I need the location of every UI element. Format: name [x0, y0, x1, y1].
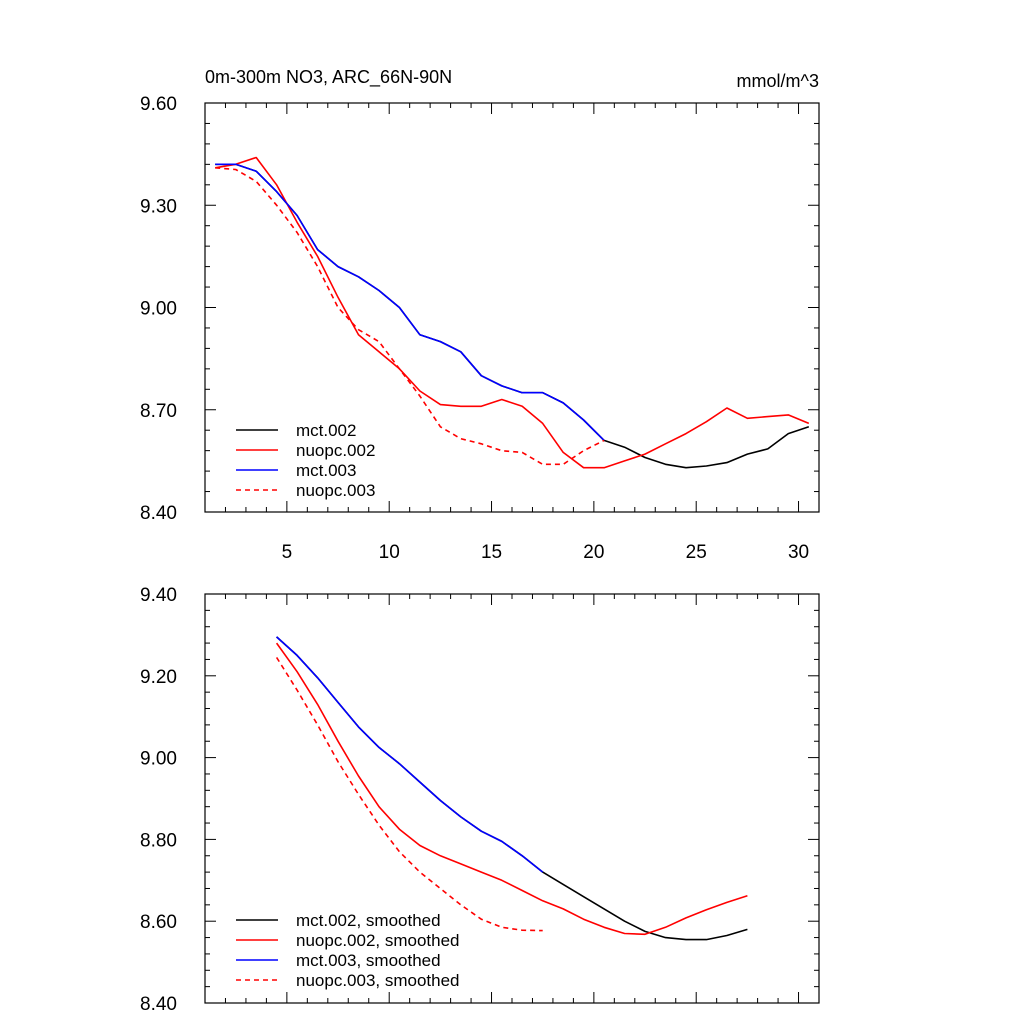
chart-bottom: 8.40 8.60 8.80 9.00 9.20 9.40 mct.002, smoothe…: [140, 585, 820, 1015]
chart-units: mmol/m^3: [737, 71, 819, 91]
series-line-nuopc-003: [215, 167, 605, 466]
legend-label: nuopc.003: [296, 481, 375, 500]
legend-label: nuopc.002, smoothed: [296, 931, 460, 950]
y-tick-label: 8.80: [140, 830, 177, 851]
legend-label: nuopc.002: [296, 441, 375, 460]
x-tick-label: 20: [583, 542, 604, 563]
y-tick-label: 8.60: [140, 912, 177, 933]
x-tick-label: 5: [282, 542, 293, 563]
x-tick-label: 10: [379, 542, 400, 563]
y-tick-label: 9.30: [140, 196, 177, 217]
x-tick-label: 25: [686, 542, 707, 563]
chart-title: 0m-300m NO3, ARC_66N-90N: [205, 67, 452, 88]
y-tick-label: 8.70: [140, 401, 177, 422]
series-line-mct-003: [215, 163, 605, 441]
legend-label: mct.003: [296, 461, 356, 480]
y-tick-label: 8.40: [140, 503, 177, 524]
legend-label: mct.002: [296, 421, 356, 440]
y-tick-label: 8.40: [140, 994, 177, 1015]
chart-top: 0m-300m NO3, ARC_66N-90N mmol/m^3 5 10 15 2…: [140, 67, 820, 563]
y-tick-label: 9.00: [140, 749, 177, 770]
legend-label: mct.002, smoothed: [296, 911, 441, 930]
series-line-nuopc-003-smoothed: [275, 656, 543, 932]
y-tick-label: 9.40: [140, 585, 177, 606]
y-tick-label: 9.20: [140, 667, 177, 688]
y-tick-label: 9.60: [140, 94, 177, 115]
x-tick-label: 15: [481, 542, 502, 563]
series-line-mct-002-smoothed: [276, 636, 748, 941]
x-tick-label: 30: [788, 542, 809, 563]
series-line-mct-003-smoothed: [276, 636, 544, 873]
series-line-nuopc-002: [215, 156, 810, 469]
y-tick-label: 9.00: [140, 299, 177, 320]
series-line-nuopc-002-smoothed: [275, 642, 748, 936]
legend-label: mct.003, smoothed: [296, 951, 441, 970]
legend-label: nuopc.003, smoothed: [296, 971, 460, 990]
